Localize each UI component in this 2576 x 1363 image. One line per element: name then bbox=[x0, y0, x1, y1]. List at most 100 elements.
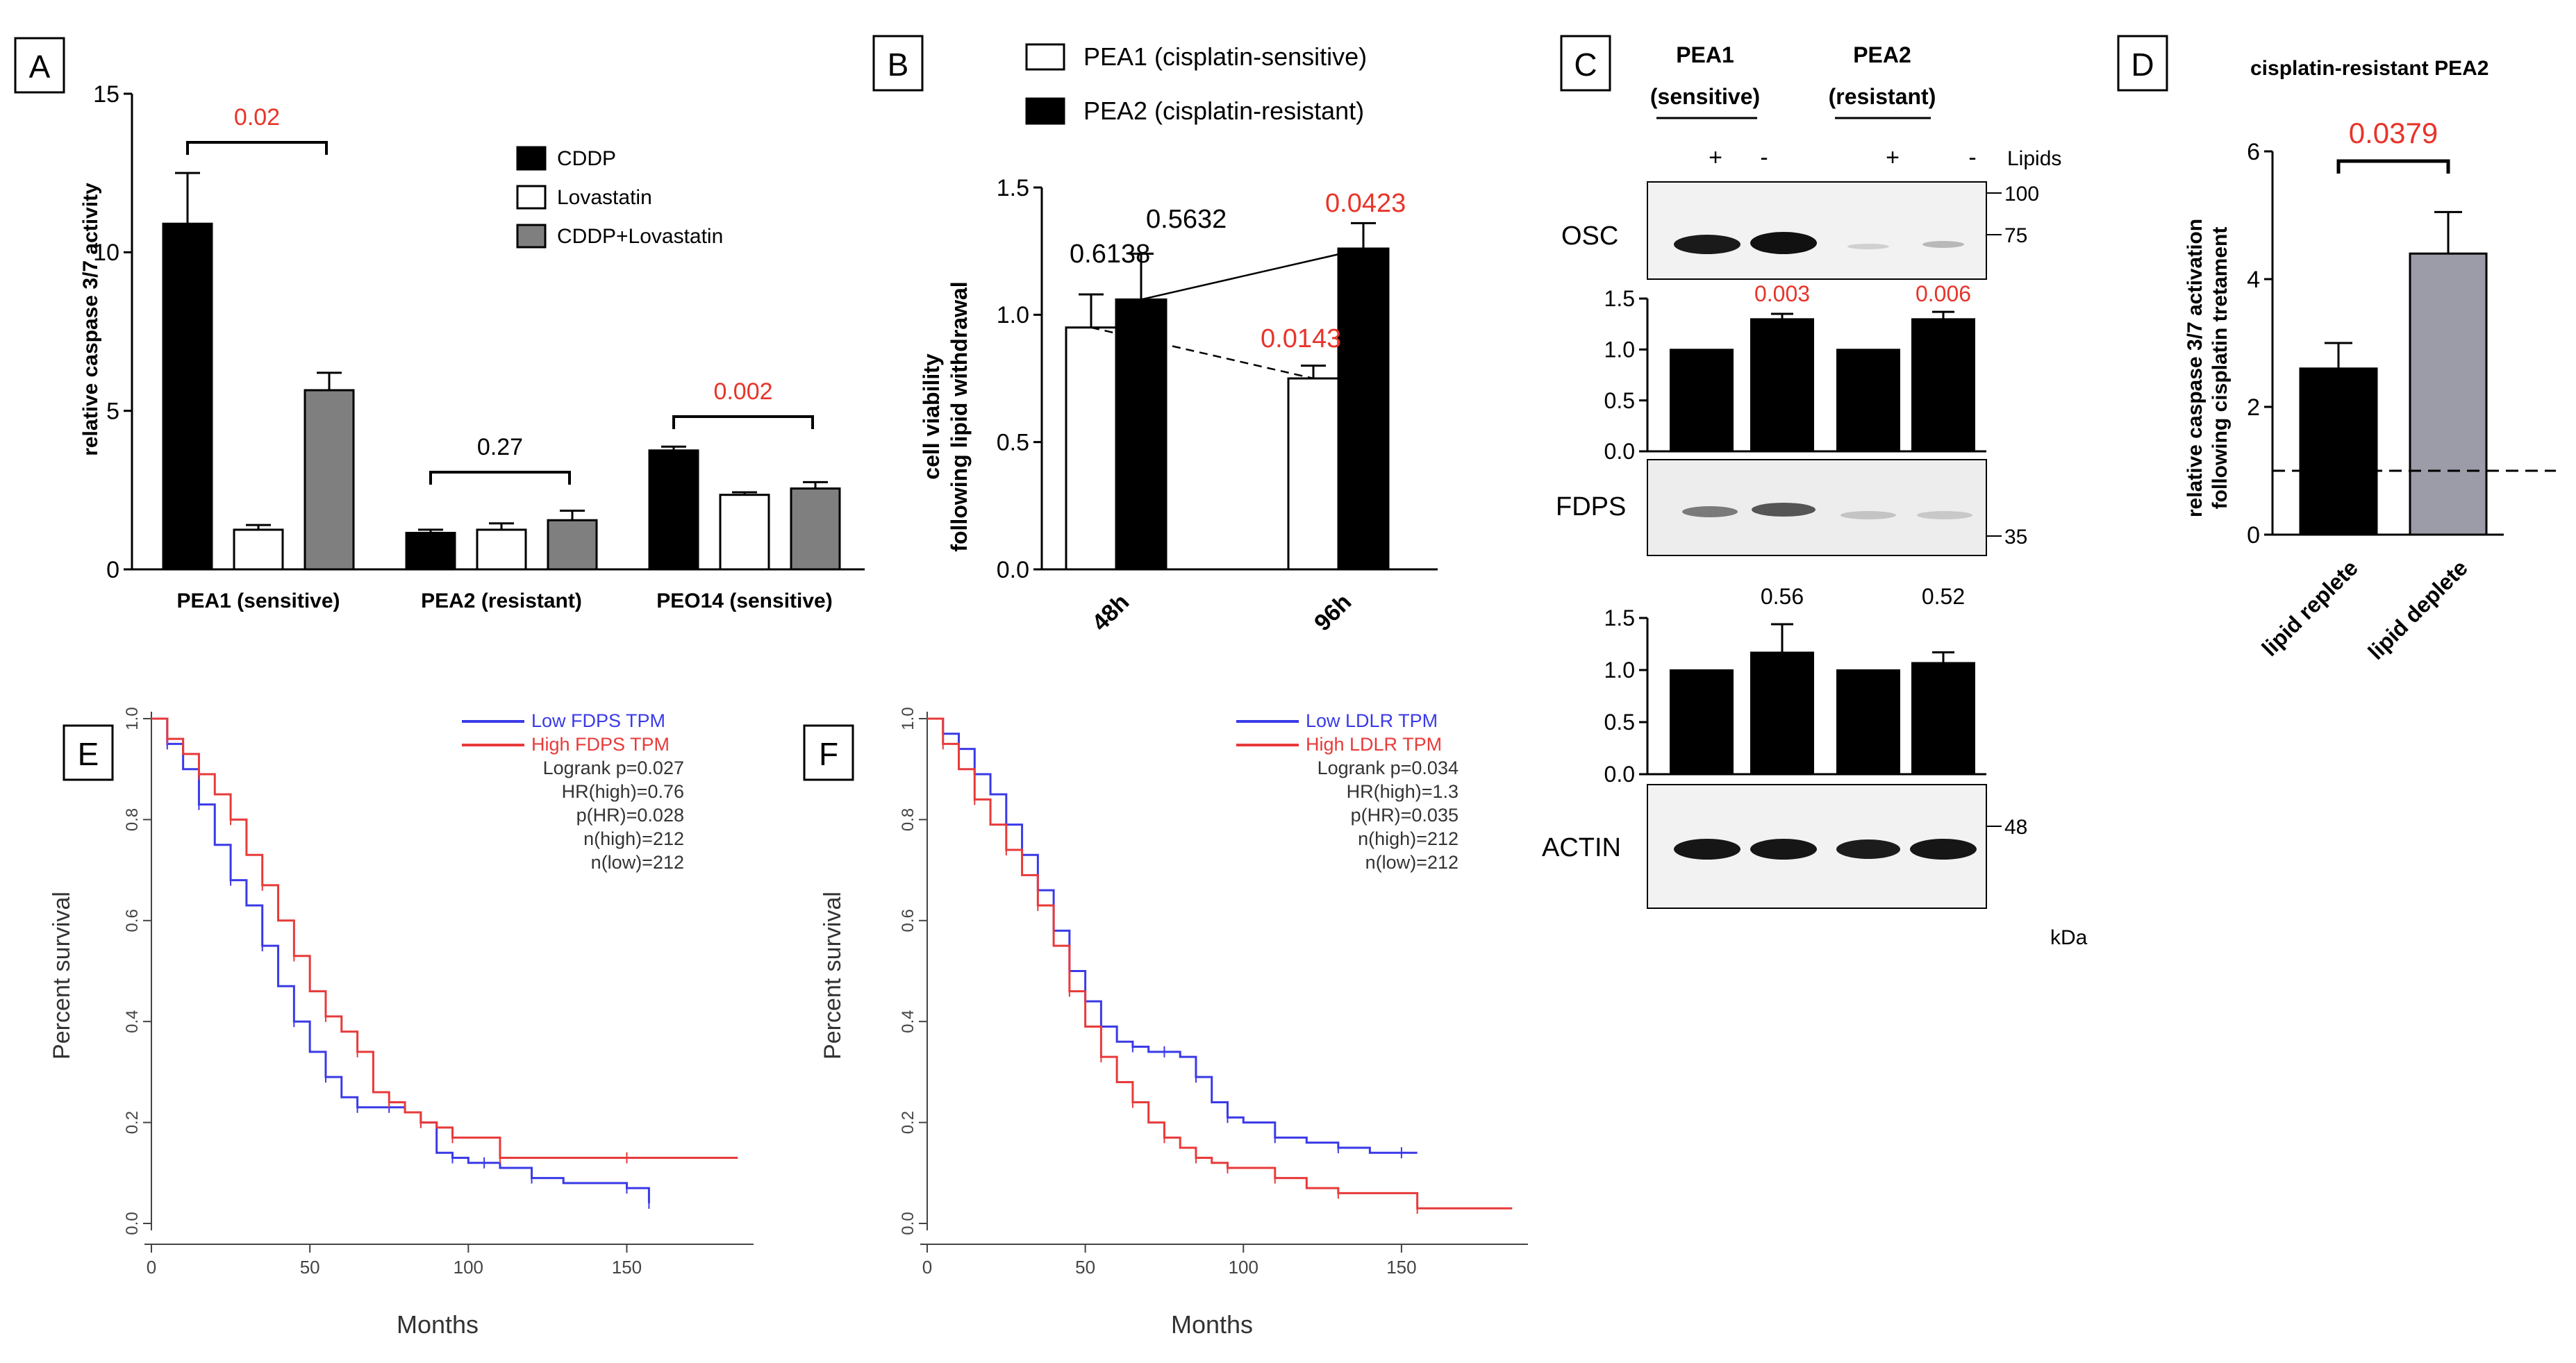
panel-d-ylabel-line1: relative caspase 3/7 activation bbox=[2184, 219, 2207, 517]
kda-label: kDa bbox=[2050, 926, 2088, 949]
marker-100: 100 bbox=[2004, 183, 2039, 206]
panel-e-ytick-label: 0.6 bbox=[123, 909, 142, 932]
panel-c-osc-quant-bars: 0.003 0.006 bbox=[1670, 281, 1975, 453]
panel-f-stat-line: n(high)=212 bbox=[1358, 828, 1459, 849]
panel-b: B cell viability following lipid withdra… bbox=[872, 35, 1438, 636]
panel-a-bar bbox=[476, 528, 527, 571]
panel-d-label-box bbox=[2117, 35, 2168, 92]
panel-a-label: A bbox=[29, 49, 51, 85]
actin-band-3 bbox=[1836, 839, 1900, 859]
panel-d-p-value: 0.0379 bbox=[2349, 117, 2438, 149]
fdps-blot bbox=[1647, 459, 1987, 556]
osc-blot bbox=[1647, 181, 1987, 280]
blot-header-pea2: PEA2 bbox=[1853, 42, 1911, 67]
panel-b-legend-swatch bbox=[1025, 97, 1065, 125]
osc-label: OSC bbox=[1561, 221, 1618, 251]
panel-b-p-value: 0.5632 bbox=[1146, 205, 1227, 234]
panel-e-xtick-label: 50 bbox=[300, 1257, 320, 1278]
panel-e-survival-curve bbox=[151, 717, 650, 1203]
panel-d-label: D bbox=[2131, 47, 2154, 83]
panel-a-bar bbox=[162, 222, 213, 571]
panel-c-osc-quant-p-value: 0.006 bbox=[1916, 281, 1971, 306]
panel-f: F Percent survival Months 0.00.20.40.60.… bbox=[803, 707, 1528, 1339]
panel-f-legend-label: High LDLR TPM bbox=[1306, 734, 1442, 755]
panel-b-bar bbox=[1287, 377, 1340, 571]
panel-a-annotations: 0.02 0.27 0.002 bbox=[186, 104, 814, 485]
panel-f-ytick-label: 0.4 bbox=[899, 1010, 917, 1033]
panel-e-legend-label: Low FDPS TPM bbox=[531, 710, 665, 731]
fdps-band-2 bbox=[1752, 503, 1815, 517]
panel-c-fdps-quant-ytick-label: 1.0 bbox=[1604, 658, 1635, 683]
panel-f-xtick-label: 100 bbox=[1229, 1257, 1258, 1278]
panel-a-bar bbox=[233, 528, 284, 571]
lane-sign-1: + bbox=[1709, 144, 1722, 171]
panel-b-legend-label: PEA1 (cisplatin-sensitive) bbox=[1083, 42, 1367, 71]
panel-c-osc-quant-ytick-label: 1.0 bbox=[1604, 337, 1635, 362]
panel-f-ytick-label: 0.2 bbox=[899, 1111, 917, 1134]
panel-e-stat-line: p(HR)=0.028 bbox=[576, 805, 684, 826]
panel-f-label: F bbox=[819, 736, 838, 772]
panel-e-label: E bbox=[78, 736, 99, 772]
panel-c-fdps-quant-bar bbox=[1670, 669, 1734, 775]
panel-c-fdps-quant-bar bbox=[1836, 669, 1900, 775]
panel-e-axes: 0.0 0.2 0.4 0.6 0.8 1.0 0 50 100 150 bbox=[123, 707, 754, 1278]
marker-48: 48 bbox=[2004, 816, 2027, 839]
panel-f-xtick-label: 0 bbox=[922, 1257, 932, 1278]
osc-band-1 bbox=[1674, 235, 1740, 254]
panel-b-ylabel-line2: following lipid withdrawal bbox=[947, 281, 972, 551]
panel-a-legend-label: CDDP bbox=[557, 147, 616, 170]
panel-f-ytick-label: 1.0 bbox=[899, 707, 917, 730]
panel-c-osc-quant-p-value: 0.003 bbox=[1754, 281, 1810, 306]
panel-a-bar bbox=[547, 519, 598, 571]
blot-header-pea2-sub: (resistant) bbox=[1829, 84, 1936, 109]
panel-e-label-box bbox=[63, 724, 114, 781]
panel-a-bar bbox=[405, 531, 456, 571]
panel-b-ytick-label: 1.5 bbox=[997, 175, 1029, 201]
panel-d-significance-bracket bbox=[2336, 159, 2450, 174]
marker-35: 35 bbox=[2004, 526, 2027, 549]
panel-c-fdps-quant-p-value: 0.52 bbox=[1922, 584, 1965, 609]
lane-sign-4: - bbox=[1968, 144, 1976, 171]
panel-b-legend-label: PEA2 (cisplatin-resistant) bbox=[1083, 97, 1364, 125]
marker-75: 75 bbox=[2004, 224, 2027, 247]
panel-b-bar bbox=[1115, 298, 1167, 571]
panel-b-label-box bbox=[872, 35, 924, 92]
panel-c: C PEA1 (sensitive) PEA2 (resistant) + - … bbox=[1542, 35, 2088, 949]
panel-f-ylabel: Percent survival bbox=[820, 892, 846, 1060]
panel-e-stat-line: HR(high)=0.76 bbox=[562, 781, 684, 802]
lane-sign-3: + bbox=[1886, 144, 1900, 171]
panel-a-category-label: PEA1 (sensitive) bbox=[176, 589, 340, 612]
panel-b-p-value: 0.0143 bbox=[1261, 324, 1341, 353]
panel-a-ytick-label: 10 bbox=[93, 240, 119, 266]
panel-d-ytick-label: 6 bbox=[2247, 139, 2260, 165]
osc-band-3 bbox=[1847, 244, 1889, 249]
panel-a-significance-bracket bbox=[429, 471, 571, 485]
panel-d-category-label: lipid replete bbox=[2257, 555, 2363, 660]
panel-f-xlabel: Months bbox=[1171, 1310, 1253, 1339]
panel-c-osc-quant-bar bbox=[1670, 349, 1734, 453]
panel-d-bar bbox=[2409, 252, 2488, 536]
panel-f-survival-curve bbox=[927, 717, 1418, 1154]
osc-band-4 bbox=[1922, 241, 1964, 248]
panel-d-title: cisplatin-resistant PEA2 bbox=[2250, 57, 2488, 80]
panel-a-legend: CDDP Lovastatin CDDP+Lovastatin bbox=[516, 146, 723, 249]
panel-c-osc-quant-ytick-label: 1.5 bbox=[1604, 286, 1635, 311]
panel-e-ylabel: Percent survival bbox=[49, 892, 75, 1060]
panel-d-ytick-label: 2 bbox=[2247, 394, 2260, 421]
panel-a-bar bbox=[304, 389, 355, 571]
panel-c-fdps-quant-bar bbox=[1911, 662, 1975, 775]
panel-e-xtick-label: 150 bbox=[612, 1257, 642, 1278]
panel-a-p-value: 0.002 bbox=[713, 378, 772, 405]
panel-e-legend-label: High FDPS TPM bbox=[531, 734, 670, 755]
panel-b-label: B bbox=[888, 47, 909, 83]
actin-band-1 bbox=[1674, 839, 1740, 860]
panel-f-legend-label: Low LDLR TPM bbox=[1306, 710, 1438, 731]
lipids-label: Lipids bbox=[2007, 147, 2061, 170]
panel-e-xlabel: Months bbox=[397, 1310, 479, 1339]
panel-c-osc-quant-bar bbox=[1836, 349, 1900, 453]
actin-band-2 bbox=[1750, 839, 1817, 860]
panel-b-category-label: 96h bbox=[1309, 589, 1356, 636]
panel-c-osc-quant-bar bbox=[1750, 318, 1814, 453]
panel-e-ytick-label: 1.0 bbox=[123, 707, 142, 730]
panel-b-legend: PEA1 (cisplatin-sensitive) PEA2 (cisplati… bbox=[1025, 42, 1367, 125]
